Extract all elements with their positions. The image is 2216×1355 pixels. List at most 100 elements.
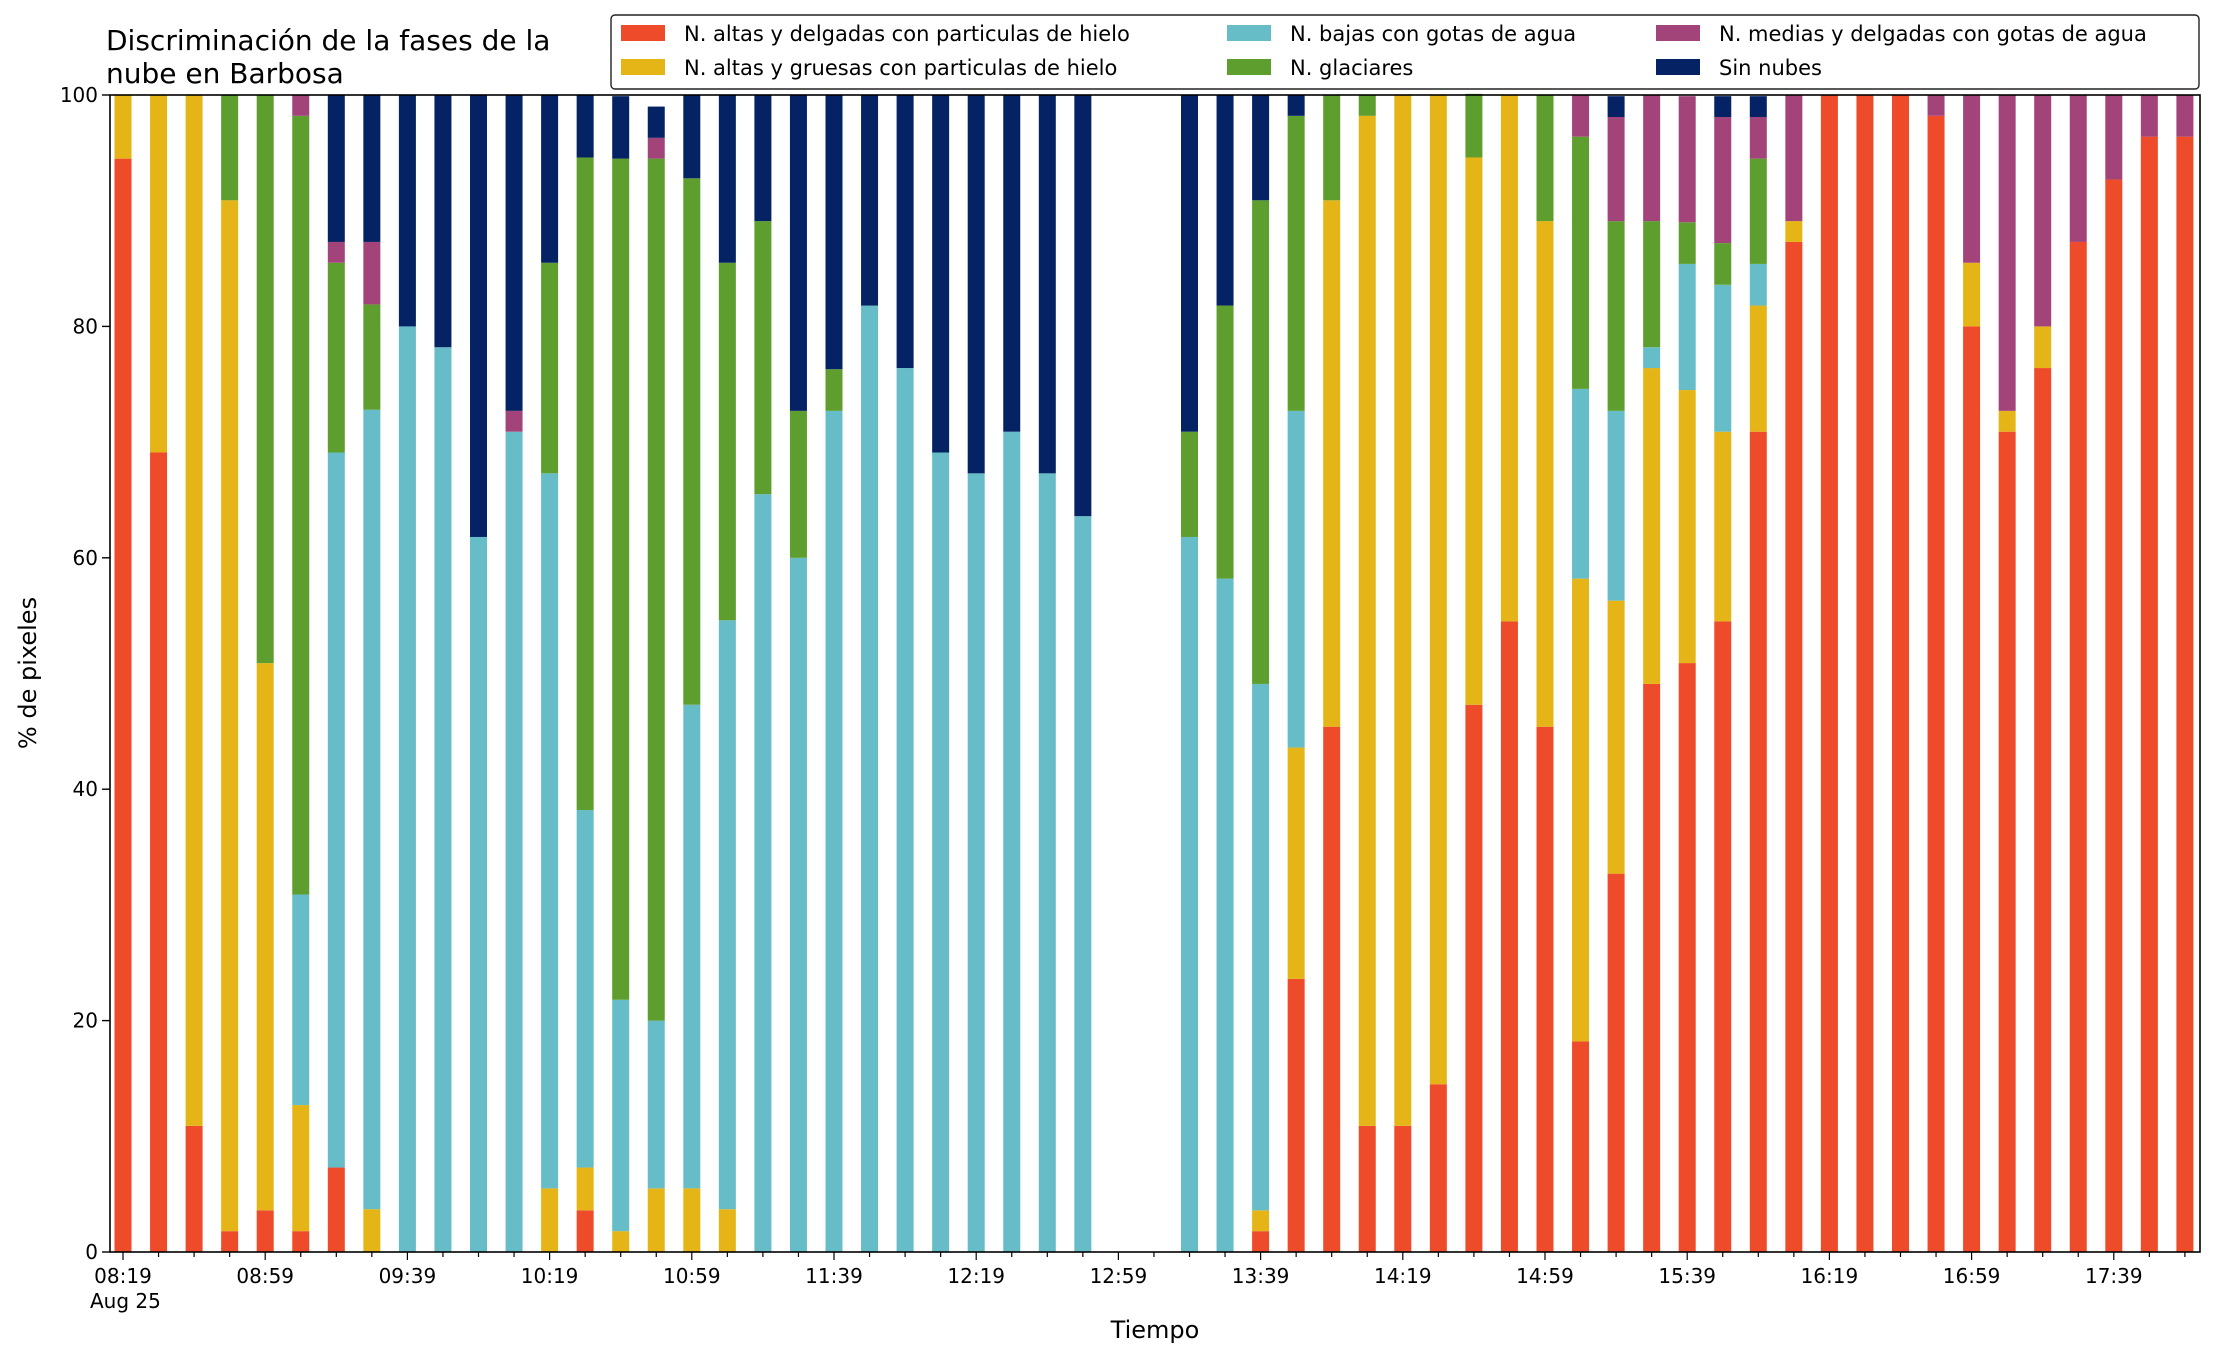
bar-segment-s0-t39 (1500, 621, 1518, 1252)
bar-segment-s5-t31 (1216, 95, 1234, 306)
chart-title: Discriminación de la fases de la nube en… (106, 24, 550, 90)
x-tick-sublabel: Aug 25 (90, 1289, 161, 1313)
bar-segment-s1-t7 (363, 1209, 381, 1252)
bar-segment-s1-t36 (1394, 95, 1412, 1126)
bar-segment-s4-t6 (327, 241, 345, 263)
bar-segment-s2-t45 (1714, 284, 1732, 432)
bar-segment-s0-t1 (150, 452, 168, 1252)
bar-segment-s0-t40 (1536, 726, 1554, 1252)
bar-segment-s0-t51 (1927, 115, 1945, 1253)
legend-label: N. medias y delgadas con gotas de agua (1719, 22, 2147, 46)
bar-segment-s1-t15 (647, 1188, 665, 1252)
bar-segment-s0-t37 (1429, 1084, 1447, 1252)
y-tick-label: 20 (73, 1009, 98, 1033)
bar-segment-s0-t4 (256, 1210, 274, 1252)
legend-label: N. glaciares (1290, 56, 1413, 80)
plot-frame (109, 94, 2201, 1253)
bar-segment-s1-t47 (1785, 221, 1803, 242)
bar-segment-s5-t10 (470, 95, 487, 537)
x-tick-label: 10:59 (663, 1264, 721, 1288)
bar-segment-s5-t45 (1714, 96, 1732, 117)
bar-segment-s1-t13 (576, 1167, 594, 1211)
bar-segment-s4-t54 (2034, 95, 2052, 327)
y-tick-label: 80 (73, 314, 98, 338)
bar-segment-s4-t5 (292, 95, 310, 116)
bar-segment-s1-t1 (150, 95, 168, 453)
bar-segment-s3-t4 (256, 95, 274, 664)
x-tick-label: 16:59 (1943, 1264, 2001, 1288)
bar-segment-s2-t44 (1678, 263, 1696, 391)
bar-segment-s5-t33 (1287, 95, 1305, 116)
bar-segment-s2-t24 (967, 473, 985, 1253)
bar-segment-s2-t18 (754, 494, 772, 1252)
x-tick-label: 08:59 (236, 1264, 294, 1288)
bar-segment-s2-t20 (825, 410, 843, 1252)
bar-segment-s0-t56 (2105, 179, 2123, 1253)
bar-segment-s1-t33 (1287, 747, 1305, 979)
bar-segment-s3-t45 (1714, 243, 1732, 285)
bar-segment-s5-t15 (647, 106, 665, 138)
bar-segment-s3-t43 (1643, 221, 1661, 348)
bar-segment-s5-t42 (1607, 96, 1625, 117)
bar-segment-s2-t26 (1038, 473, 1056, 1253)
bar-segment-s3-t6 (327, 262, 345, 453)
bar-segment-s1-t39 (1500, 95, 1518, 622)
bar-segment-s0-t5 (292, 1231, 310, 1252)
x-tick-label: 11:39 (805, 1264, 863, 1288)
bar-segment-s1-t14 (612, 1231, 630, 1252)
bar-segment-s4-t53 (1998, 95, 2016, 411)
y-axis: 0 20 40 60 80 100 (60, 83, 110, 1264)
bar-segment-s0-t42 (1607, 873, 1625, 1252)
legend-label: Sin nubes (1719, 56, 1822, 80)
bar-segment-s2-t46 (1749, 263, 1767, 306)
legend-label: N. bajas con gotas de agua (1290, 22, 1576, 46)
legend-swatch (1656, 25, 1700, 41)
bar-segment-s1-t2 (185, 95, 203, 1126)
bar-segment-s4-t46 (1749, 116, 1767, 159)
bar-segment-s3-t12 (541, 262, 559, 474)
bar-segment-s0-t36 (1394, 1125, 1412, 1252)
bar-segment-s0-t55 (2069, 241, 2087, 1252)
bar-segment-s4-t11 (505, 410, 523, 432)
bar-segment-s1-t0 (114, 95, 132, 159)
bar-segment-s2-t10 (470, 536, 487, 1252)
bar-segment-s2-t5 (292, 894, 310, 1106)
x-tick-label: 16:19 (1801, 1264, 1859, 1288)
bar-segment-s0-t48 (1820, 95, 1838, 1252)
x-tick-label: 12:59 (1090, 1264, 1148, 1288)
bar-segment-s1-t54 (2034, 326, 2052, 369)
bar-segment-s3-t7 (363, 304, 381, 410)
bar-segment-s0-t46 (1749, 431, 1767, 1252)
bar-segment-s2-t7 (363, 409, 381, 1210)
bar-segment-s1-t5 (292, 1105, 310, 1232)
bar-segment-s1-t17 (718, 1209, 736, 1252)
chart-title-line-2: nube en Barbosa (106, 57, 344, 90)
bar-segment-s1-t53 (1998, 410, 2016, 432)
x-tick-label: 15:39 (1658, 1264, 1716, 1288)
bar-segment-s0-t41 (1572, 1041, 1590, 1252)
bar-segment-s4-t47 (1785, 95, 1803, 222)
bar-segment-s3-t34 (1323, 95, 1341, 201)
bar-segment-s2-t12 (541, 473, 559, 1189)
bar-segment-s3-t15 (647, 158, 665, 1021)
bar-segment-s5-t6 (327, 95, 345, 242)
bar-segment-s0-t34 (1323, 726, 1341, 1252)
bar-segment-s2-t30 (1181, 536, 1198, 1252)
bar-segment-s2-t14 (612, 999, 630, 1232)
bar-segment-s3-t38 (1465, 93, 1483, 158)
bar-segment-s0-t54 (2034, 368, 2052, 1252)
bar-segment-s2-t11 (505, 431, 523, 1252)
x-axis-label: Tiempo (1110, 1316, 1200, 1344)
bar-segment-s3-t5 (292, 115, 310, 895)
bar-segment-s4-t52 (1963, 95, 1981, 263)
bar-segment-s4-t56 (2105, 95, 2123, 180)
bar-segment-s5-t18 (754, 95, 772, 222)
bar-segment-s2-t19 (789, 557, 807, 1252)
bar-segment-s3-t17 (718, 262, 736, 621)
bar-segment-s3-t14 (612, 158, 630, 1000)
legend-frame (610, 14, 2200, 90)
bar-segment-s5-t8 (398, 95, 416, 327)
bar-segment-s2-t31 (1216, 578, 1234, 1252)
bar-segment-s4-t44 (1678, 96, 1696, 223)
